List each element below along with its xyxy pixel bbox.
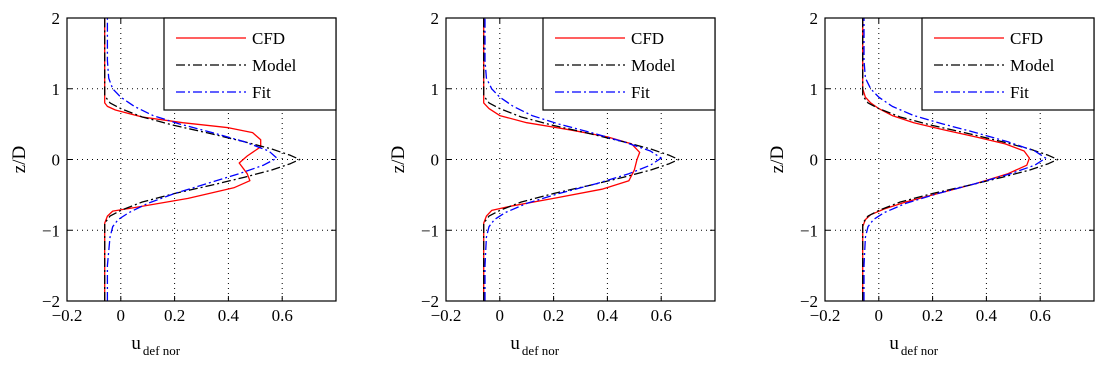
x-tick-label: 0: [496, 306, 505, 325]
legend-label-cfd: CFD: [252, 29, 285, 48]
series-line-cfd: [862, 18, 1031, 301]
x-axis-label: u def nor: [889, 333, 938, 358]
x-tick-label: −0.2: [431, 306, 462, 325]
y-tick-label: 2: [810, 9, 819, 28]
y-axis-label: z/D: [767, 146, 788, 173]
x-tick-label: −0.2: [52, 306, 83, 325]
chart-panel-1: −0.2 0 0.2 0.4 0.6 −2 −1 0 1 2 u def nor z/D CFD Model…: [9, 9, 337, 358]
y-tick-label: 2: [52, 9, 61, 28]
x-tick-label: 0: [117, 306, 126, 325]
y-tick-label: −1: [800, 221, 818, 240]
y-tick-label: −2: [42, 292, 60, 311]
legend: CFD Model Fit: [921, 17, 1095, 111]
y-tick-label: 0: [810, 151, 819, 170]
y-tick-label: 1: [810, 80, 819, 99]
y-tick-label: 0: [431, 151, 440, 170]
y-axis-label: z/D: [388, 146, 409, 173]
series-line-cfd: [483, 18, 641, 301]
legend-box: [542, 17, 716, 111]
legend-label-model: Model: [252, 56, 297, 75]
y-tick-label: −2: [800, 292, 818, 311]
legend-box: [921, 17, 1095, 111]
series-line-cfd: [104, 18, 262, 301]
series-line-model: [862, 18, 1059, 301]
y-tick-label: −1: [42, 221, 60, 240]
series-line-fit: [863, 18, 1047, 301]
x-axis-label: u def nor: [510, 333, 559, 358]
legend-label-model: Model: [631, 56, 676, 75]
x-tick-label: −0.2: [810, 306, 841, 325]
legend-label-fit: Fit: [631, 83, 650, 102]
legend-label-cfd: CFD: [631, 29, 664, 48]
chart-panel-3: −0.2 0 0.2 0.4 0.6 −2 −1 0 1 2 u def nor z/D CFD Model…: [767, 9, 1095, 358]
x-tick-label: 0.2: [543, 306, 564, 325]
series-line-model: [104, 18, 301, 301]
y-tick-label: 0: [52, 151, 61, 170]
chart-panel-2: −0.2 0 0.2 0.4 0.6 −2 −1 0 1 2 u def nor z/D CFD Model…: [388, 9, 716, 358]
y-tick-label: 2: [431, 9, 440, 28]
series-line-fit: [484, 18, 662, 301]
x-tick-label: 0.6: [1030, 306, 1051, 325]
x-tick-label: 0: [875, 306, 884, 325]
y-axis-label: z/D: [9, 146, 30, 173]
x-tick-label: 0.4: [597, 306, 619, 325]
x-tick-label: 0.6: [651, 306, 672, 325]
x-axis-label: u def nor: [131, 333, 180, 358]
x-tick-label: 0.2: [164, 306, 185, 325]
x-tick-label: 0.4: [976, 306, 998, 325]
legend-label-model: Model: [1010, 56, 1055, 75]
legend: CFD Model Fit: [542, 17, 716, 111]
y-tick-label: −2: [421, 292, 439, 311]
legend-box: [163, 17, 337, 111]
legend-label-cfd: CFD: [1010, 29, 1043, 48]
series-line-fit: [106, 18, 278, 301]
y-tick-label: −1: [421, 221, 439, 240]
x-tick-label: 0.4: [218, 306, 240, 325]
legend: CFD Model Fit: [163, 17, 337, 111]
y-tick-label: 1: [431, 80, 440, 99]
x-tick-label: 0.2: [922, 306, 943, 325]
series-line-model: [483, 18, 680, 301]
legend-label-fit: Fit: [1010, 83, 1029, 102]
y-tick-label: 1: [52, 80, 61, 99]
x-tick-label: 0.6: [272, 306, 293, 325]
legend-label-fit: Fit: [252, 83, 271, 102]
